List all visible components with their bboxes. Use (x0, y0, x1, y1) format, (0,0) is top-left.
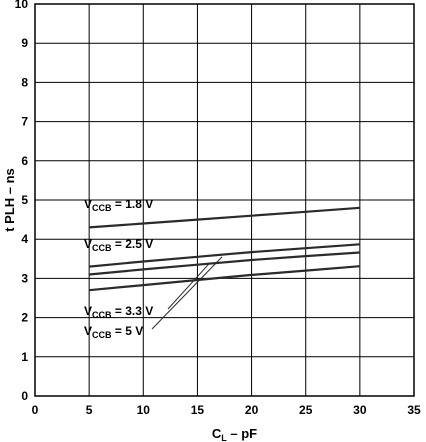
series-lines (88, 206, 360, 292)
y-tick-label-0: 0 (21, 389, 28, 403)
leader-line-3v3 (167, 262, 211, 310)
leader-line-5v (151, 256, 223, 330)
x-tick-label-5: 5 (86, 403, 93, 417)
series-label-2: VCCB = 2.5 V (84, 237, 153, 253)
series-label-1: VCCB = 1.8 V (84, 197, 153, 213)
x-tick-label-10: 10 (137, 403, 151, 417)
x-tick-label-30: 30 (353, 403, 367, 417)
y-tick-label-6: 6 (21, 154, 28, 168)
series-line-4 (88, 265, 360, 292)
x-axis-label: CL – pF (212, 426, 257, 442)
y-tick-label-1: 1 (21, 350, 28, 364)
y-tick-label-7: 7 (21, 115, 28, 129)
plot-frame (34, 3, 415, 397)
y-tick-label-3: 3 (21, 271, 28, 285)
series-labels: VCCB = 1.8 V VCCB = 2.5 V VCCB = 3.3 V VCCB… (84, 197, 153, 340)
x-tick-label-25: 25 (299, 403, 313, 417)
y-tick-label-9: 9 (21, 36, 28, 50)
series-label-3: VCCB = 3.3 V (84, 304, 153, 320)
series-label-4: VCCB = 5 V (84, 324, 143, 340)
y-tick-label-4: 4 (21, 232, 28, 246)
y-axis-label: t PLH – ns (2, 168, 17, 232)
axis-labels: t PLH – ns CL – pF (2, 168, 257, 442)
x-tick-label-0: 0 (32, 403, 39, 417)
series-line-3 (88, 251, 360, 276)
y-tick-label-2: 2 (21, 311, 28, 325)
x-tick-label-20: 20 (245, 403, 259, 417)
series-line-2 (88, 243, 360, 268)
y-tick-label-8: 8 (21, 75, 28, 89)
x-tick-label-35: 35 (407, 403, 421, 417)
tick-labels: 0 5 10 15 20 25 30 35 0 1 2 3 4 5 6 7 8 9 10 (15, 0, 421, 417)
x-tick-label-15: 15 (191, 403, 205, 417)
series-line-1 (89, 206, 360, 229)
y-tick-label-10: 10 (15, 0, 29, 11)
label-leader-lines (151, 256, 223, 330)
grid (34, 3, 415, 397)
y-tick-label-5: 5 (21, 193, 28, 207)
